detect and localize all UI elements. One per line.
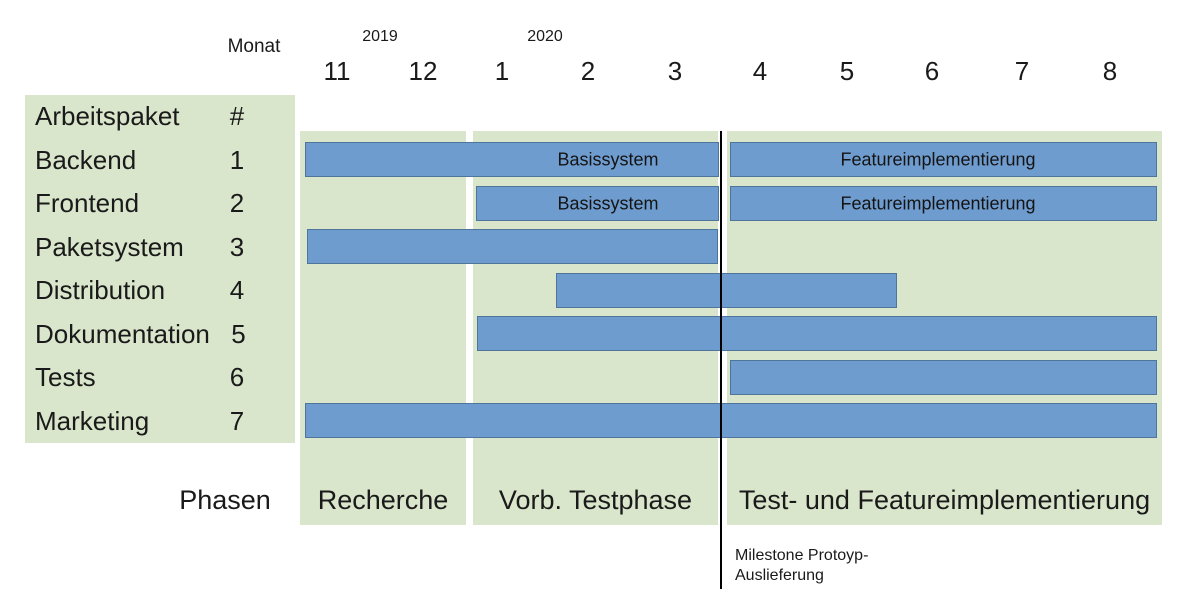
bar-tests (730, 360, 1157, 395)
month-tick-6: 6 (924, 56, 940, 86)
work-package-name: Dokumentation (35, 318, 210, 349)
bar-marketing (305, 403, 1157, 438)
table-row-backend: Backend 1 (25, 139, 295, 183)
bar-backend-featureimplementierung (730, 142, 1157, 177)
month-tick-4: 4 (752, 56, 768, 86)
bar-frontend-featureimplementierung (730, 186, 1157, 221)
bar-backend-basissystem (305, 142, 719, 177)
bar-distribution (556, 273, 897, 308)
phase-label-test-und-feature: Test- und Featureimplementierung (738, 485, 1151, 515)
bar-label-frontend-featureimplementierung: Featureimplementierung (840, 193, 1036, 214)
phase-label-vorb-testphase: Vorb. Testphase (498, 485, 693, 515)
work-package-number: 7 (229, 405, 245, 436)
month-tick-3: 3 (667, 56, 683, 86)
year-label-2020: 2020 (527, 28, 563, 45)
work-package-name: Tests (35, 362, 96, 393)
work-package-number: 4 (229, 275, 245, 306)
column-header-arbeitspaket: Arbeitspaket (35, 101, 180, 132)
bar-paketsystem (307, 229, 718, 264)
month-tick-12: 12 (408, 56, 438, 86)
work-package-number: 3 (229, 231, 245, 262)
work-package-name: Marketing (35, 405, 150, 436)
table-row-frontend: Frontend 2 (25, 182, 295, 226)
work-package-number: 2 (229, 188, 245, 219)
milestone-note-line1: Milestone Protoyp- (735, 547, 869, 564)
table-row-distribution: Distribution 4 (25, 269, 295, 313)
milestone-note: Milestone Protoyp- Auslieferung (735, 546, 868, 586)
table-header-row: Arbeitspaket # (25, 95, 295, 139)
work-package-name: Backend (35, 144, 137, 175)
work-package-name: Distribution (35, 275, 166, 306)
year-label-2019: 2019 (362, 28, 398, 45)
phases-axis-title: Phasen (179, 485, 271, 515)
column-header-number: # (229, 101, 245, 132)
month-tick-8: 8 (1102, 56, 1118, 86)
milestone-line (720, 131, 722, 589)
table-row-paketsystem: Paketsystem 3 (25, 226, 295, 270)
month-tick-11: 11 (323, 56, 351, 86)
work-package-number: 5 (231, 318, 246, 349)
bar-label-backend-basissystem: Basissystem (557, 149, 659, 170)
table-row-tests: Tests 6 (25, 356, 295, 400)
bar-frontend-basissystem (476, 186, 719, 221)
month-tick-7: 7 (1014, 56, 1030, 86)
work-package-number: 6 (229, 362, 245, 393)
work-package-number: 1 (229, 144, 245, 175)
bar-label-backend-featureimplementierung: Featureimplementierung (840, 149, 1036, 170)
work-package-name: Frontend (35, 188, 140, 219)
work-package-name: Paketsystem (35, 231, 184, 262)
month-axis-title: Monat (227, 36, 281, 57)
bar-dokumentation (477, 316, 1157, 351)
month-tick-2: 2 (580, 56, 596, 86)
month-tick-5: 5 (839, 56, 855, 86)
work-package-table: Arbeitspaket # Backend 1 Frontend 2 Pake… (25, 95, 295, 443)
bar-label-frontend-basissystem: Basissystem (557, 193, 659, 214)
milestone-note-line2: Auslieferung (735, 567, 824, 584)
table-row-dokumentation: Dokumentation 5 (25, 313, 295, 357)
month-tick-1: 1 (494, 56, 510, 86)
table-row-marketing: Marketing 7 (25, 400, 295, 444)
phase-panel-recherche (300, 131, 466, 525)
phase-label-recherche: Recherche (317, 485, 449, 515)
